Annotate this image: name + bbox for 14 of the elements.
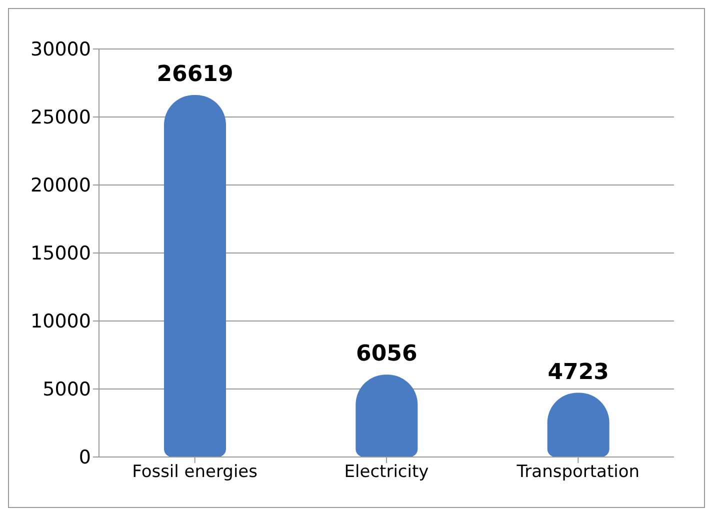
y-tick-label: 10000 [30,310,91,333]
y-tick-label: 5000 [42,378,91,401]
y-tick-label: 20000 [30,174,91,197]
data-label: 26619 [156,62,234,87]
data-label: 6056 [356,342,418,367]
y-tick-label: 30000 [30,38,91,61]
y-tick-label: 0 [78,446,91,469]
x-tick-label: Fossil energies [132,462,258,482]
y-tick-label: 15000 [30,242,91,265]
data-label: 4723 [548,360,609,385]
x-tick-label: Electricity [344,462,429,482]
y-tick-label: 25000 [30,106,91,129]
bar [164,94,226,457]
x-tick-label: Transportation [516,462,640,482]
